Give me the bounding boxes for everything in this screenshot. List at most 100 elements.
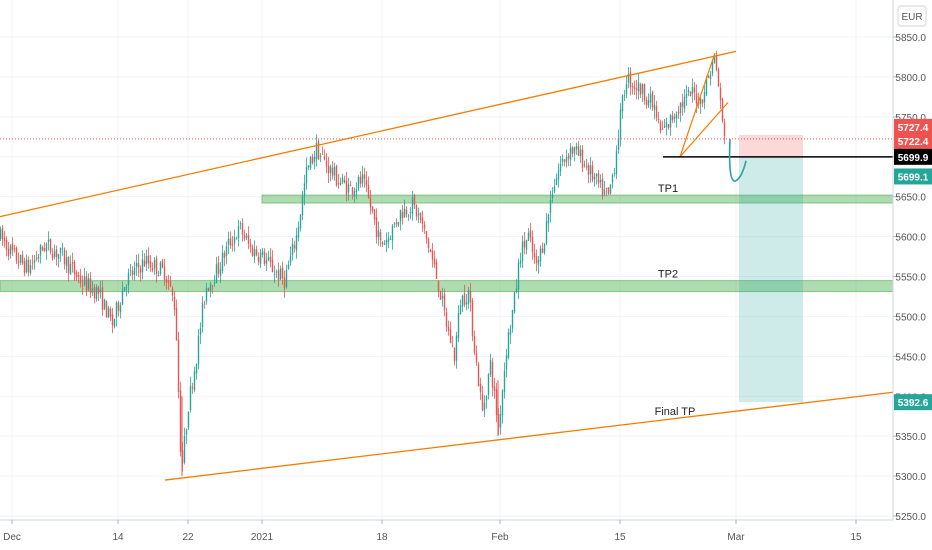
candle-body [335,166,338,186]
candle-body [565,157,568,163]
candle-body [623,95,626,97]
candle-body [515,288,518,292]
candle-body [271,259,274,273]
candle-body [489,360,492,375]
candle-body [627,73,630,83]
candle-body [407,215,410,217]
candle-body [139,268,142,273]
candle-body [173,296,176,310]
candle-body [191,387,194,389]
candle-body [461,295,464,307]
zone-labels: TP1 TP2 Final TP [655,183,696,418]
candle-body [689,91,692,97]
candle-body [93,287,96,299]
candle-body [361,174,364,184]
y-tick-label: 5350.0 [895,432,926,443]
candle-body [523,240,526,248]
candle-body [345,180,348,195]
candle-body [175,308,178,341]
candle-body [53,251,56,258]
candle-body [721,99,724,121]
candle-body [423,224,426,229]
candle-body [701,99,704,104]
candle-body [723,122,726,137]
candle-body [349,185,352,187]
candle-body [351,187,354,195]
candle-body [263,252,266,265]
candle-body [507,332,510,358]
candle-body [211,285,214,287]
candle-body [219,269,222,276]
candle-body [703,92,706,103]
candle-body [579,149,582,157]
candle-body [411,197,414,214]
candle-body [379,232,382,241]
candle-body [713,54,716,63]
candle-body [431,250,434,260]
zone-label: TP2 [658,269,678,281]
candle-body [511,310,514,329]
candle-body [393,223,396,225]
time-axis[interactable] [0,520,932,550]
candle-body [327,165,330,174]
candle-body [449,329,452,344]
candle-body [129,270,132,272]
candle-body [187,412,190,428]
candle-body [521,241,524,262]
candle-body [355,189,358,193]
candle-body [37,257,40,259]
candle-body [373,209,376,220]
candle-body [651,92,654,108]
candle-body [619,109,622,139]
candle-body [541,248,544,253]
candle-body [371,206,374,211]
wedge-upper-line [679,52,716,157]
candle-body [45,243,48,252]
price-tags: 5727.4 5722.4 5699.9 5699.1 5392.6 [894,118,932,411]
price-axis[interactable] [893,0,932,520]
candle-body [447,326,450,331]
trendlines[interactable] [0,50,894,481]
candle-body [215,264,218,284]
candle-body [273,273,276,275]
candle-body [31,263,34,264]
candle-body [487,374,490,395]
candle-body [71,262,74,264]
candle-body [9,245,12,254]
candle-body [645,100,648,105]
candle-body [301,195,304,216]
candle-body [155,258,158,274]
currency-badge[interactable] [897,5,927,27]
candle-body [167,280,170,283]
channel-bottom-trendline [164,391,894,481]
candle-body [3,237,6,242]
trade-position-tool[interactable] [739,134,803,403]
candle-body [55,249,58,257]
candle-body [595,173,598,177]
candle-body [563,159,566,162]
candle-body [593,176,596,180]
candle-body [281,267,284,279]
candle-body [395,222,398,225]
y-tick-label: 5750.0 [895,113,926,124]
candle-body [629,71,632,88]
candle-body [171,288,174,296]
candle-body [631,86,634,88]
candle-body [633,86,636,89]
candle-body [389,239,392,241]
y-tick-label: 5600.0 [895,233,926,244]
x-tick-label: Feb [491,532,509,543]
candle-body [567,155,570,159]
candle-body [581,149,584,168]
candle-body [387,237,390,243]
y-tick-label: 5300.0 [895,472,926,483]
candle-body [41,247,44,251]
candle-body [711,61,714,74]
candle-body [321,153,324,155]
candle-body [79,275,82,284]
candle-body [319,155,322,158]
candle-body [663,125,666,129]
candle-body [105,301,108,318]
candle-body [343,179,346,183]
